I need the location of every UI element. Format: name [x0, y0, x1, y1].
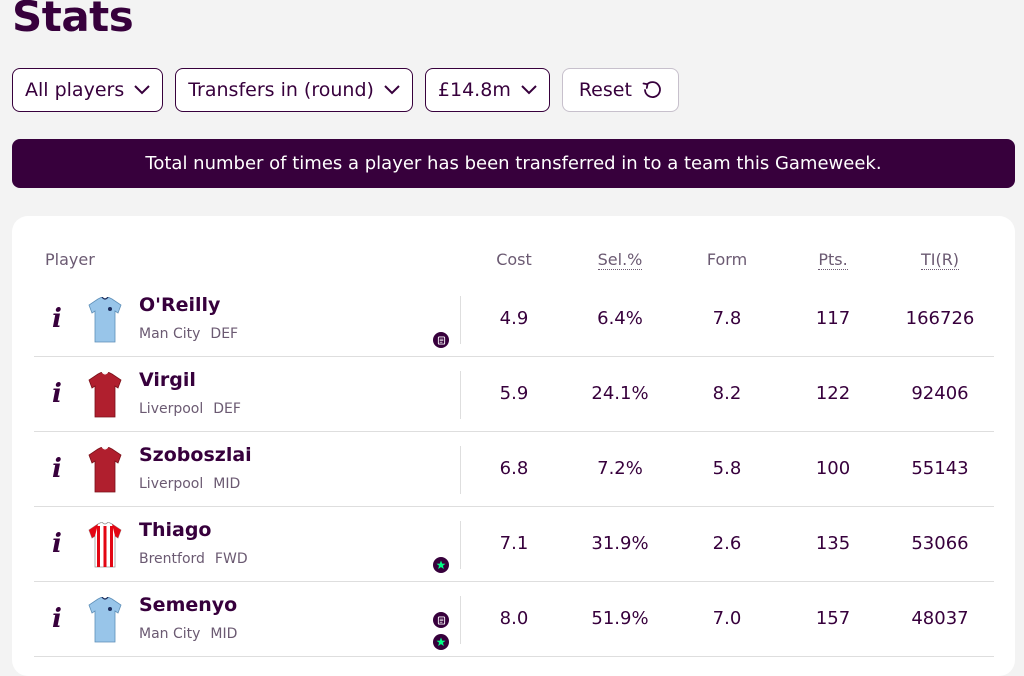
sort-filter-label: Transfers in (round) — [188, 79, 374, 101]
header-cost[interactable]: Cost — [496, 250, 532, 269]
player-name[interactable]: Virgil — [139, 369, 196, 391]
price-filter-dropdown[interactable]: £14.8m — [424, 68, 550, 112]
star-icon[interactable] — [433, 557, 449, 573]
player-name[interactable]: Semenyo — [139, 594, 238, 616]
points-cell: 157 — [815, 608, 851, 629]
man-city-shirt-icon — [88, 297, 122, 343]
player-meta: Man City DEF — [139, 326, 238, 342]
table-header: Player Cost Sel.% Form Pts. TI(R) — [12, 250, 1015, 274]
table-row[interactable]: i Virgil Liverpool DEF 5.9 24.1% 8.2 122 92406 — [34, 357, 994, 432]
player-position: DEF — [213, 401, 241, 417]
player-info-icon[interactable]: i — [52, 304, 62, 334]
form-cell: 5.8 — [712, 458, 742, 479]
cost-cell: 6.8 — [499, 458, 529, 479]
points-cell: 100 — [815, 458, 851, 479]
column-divider — [460, 596, 461, 644]
chevron-down-icon — [384, 85, 400, 95]
player-position: MID — [213, 476, 241, 492]
liverpool-shirt-icon — [88, 372, 122, 418]
player-team: Man City — [139, 626, 201, 642]
column-divider — [460, 296, 461, 344]
stats-table: Player Cost Sel.% Form Pts. TI(R) i O'Re… — [12, 216, 1015, 676]
transfers-in-cell: 166726 — [905, 308, 975, 329]
form-cell: 7.0 — [712, 608, 742, 629]
player-position: DEF — [210, 326, 239, 342]
selected-cell: 7.2% — [597, 458, 643, 479]
player-team: Brentford — [139, 551, 205, 567]
cost-cell: 7.1 — [499, 533, 529, 554]
player-meta: Liverpool DEF — [139, 401, 241, 417]
sort-filter-dropdown[interactable]: Transfers in (round) — [175, 68, 413, 112]
transfers-in-cell: 92406 — [911, 383, 969, 404]
selected-cell: 31.9% — [591, 533, 649, 554]
player-position: FWD — [214, 551, 248, 567]
reset-label: Reset — [578, 79, 632, 101]
player-info-icon[interactable]: i — [52, 454, 62, 484]
news-icon[interactable] — [433, 332, 449, 348]
table-row[interactable]: i Thiago Brentford FWD 7.1 31.9% 2.6 135 53066 — [34, 507, 994, 582]
player-meta: Man City MID — [139, 626, 237, 642]
table-row[interactable]: i Szoboszlai Liverpool MID 6.8 7.2% 5.8 100 551… — [34, 432, 994, 507]
table-row[interactable]: i Semenyo Man City MID 8.0 51.9% 7.0 157 48037 — [34, 582, 994, 657]
man-city-shirt-icon — [88, 597, 122, 643]
filter-bar: All players Transfers in (round) £14.8m … — [12, 68, 679, 112]
form-cell: 2.6 — [712, 533, 742, 554]
column-divider — [460, 446, 461, 494]
page-title: Stats — [12, 0, 134, 41]
player-meta: Liverpool MID — [139, 476, 240, 492]
header-player[interactable]: Player — [45, 250, 95, 269]
transfers-in-cell: 53066 — [911, 533, 969, 554]
player-info-icon[interactable]: i — [52, 604, 62, 634]
column-divider — [460, 521, 461, 569]
player-team: Liverpool — [139, 476, 204, 492]
players-filter-dropdown[interactable]: All players — [12, 68, 164, 112]
news-icon[interactable] — [433, 612, 449, 628]
points-cell: 117 — [815, 308, 851, 329]
player-info-icon[interactable]: i — [52, 379, 62, 409]
liverpool-shirt-icon — [88, 447, 122, 493]
chevron-down-icon — [134, 85, 150, 95]
stat-description-text: Total number of times a player has been … — [145, 153, 882, 174]
cost-cell: 4.9 — [499, 308, 529, 329]
player-team: Man City — [139, 326, 201, 342]
stat-description-banner: Total number of times a player has been … — [12, 139, 1015, 188]
price-filter-label: £14.8m — [437, 79, 511, 101]
header-form[interactable]: Form — [706, 250, 748, 269]
points-cell: 122 — [815, 383, 851, 404]
transfers-in-cell: 55143 — [911, 458, 969, 479]
header-selected[interactable]: Sel.% — [597, 250, 643, 270]
player-team: Liverpool — [139, 401, 204, 417]
player-name[interactable]: Szoboszlai — [139, 444, 252, 466]
players-filter-label: All players — [25, 79, 125, 101]
selected-cell: 6.4% — [597, 308, 643, 329]
brentford-shirt-icon — [88, 522, 122, 568]
reset-icon — [642, 81, 661, 98]
header-transfers-in[interactable]: TI(R) — [920, 250, 960, 270]
cost-cell: 8.0 — [499, 608, 529, 629]
table-row[interactable]: i O'Reilly Man City DEF 4.9 6.4% 7.8 117 166726 — [34, 282, 994, 357]
cost-cell: 5.9 — [499, 383, 529, 404]
points-cell: 135 — [815, 533, 851, 554]
player-meta: Brentford FWD — [139, 551, 248, 567]
column-divider — [460, 371, 461, 419]
form-cell: 7.8 — [712, 308, 742, 329]
form-cell: 8.2 — [712, 383, 742, 404]
player-position: MID — [210, 626, 238, 642]
player-name[interactable]: Thiago — [139, 519, 212, 541]
reset-button[interactable]: Reset — [561, 68, 679, 112]
chevron-down-icon — [521, 85, 537, 95]
transfers-in-cell: 48037 — [911, 608, 969, 629]
star-icon[interactable] — [433, 634, 449, 650]
player-info-icon[interactable]: i — [52, 529, 62, 559]
header-points[interactable]: Pts. — [818, 250, 848, 270]
selected-cell: 24.1% — [591, 383, 649, 404]
selected-cell: 51.9% — [591, 608, 649, 629]
player-name[interactable]: O'Reilly — [139, 294, 221, 316]
